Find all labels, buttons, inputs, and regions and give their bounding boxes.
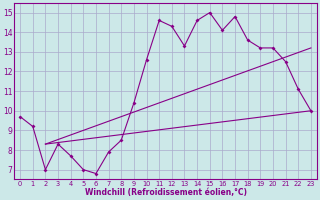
X-axis label: Windchill (Refroidissement éolien,°C): Windchill (Refroidissement éolien,°C) bbox=[84, 188, 246, 197]
